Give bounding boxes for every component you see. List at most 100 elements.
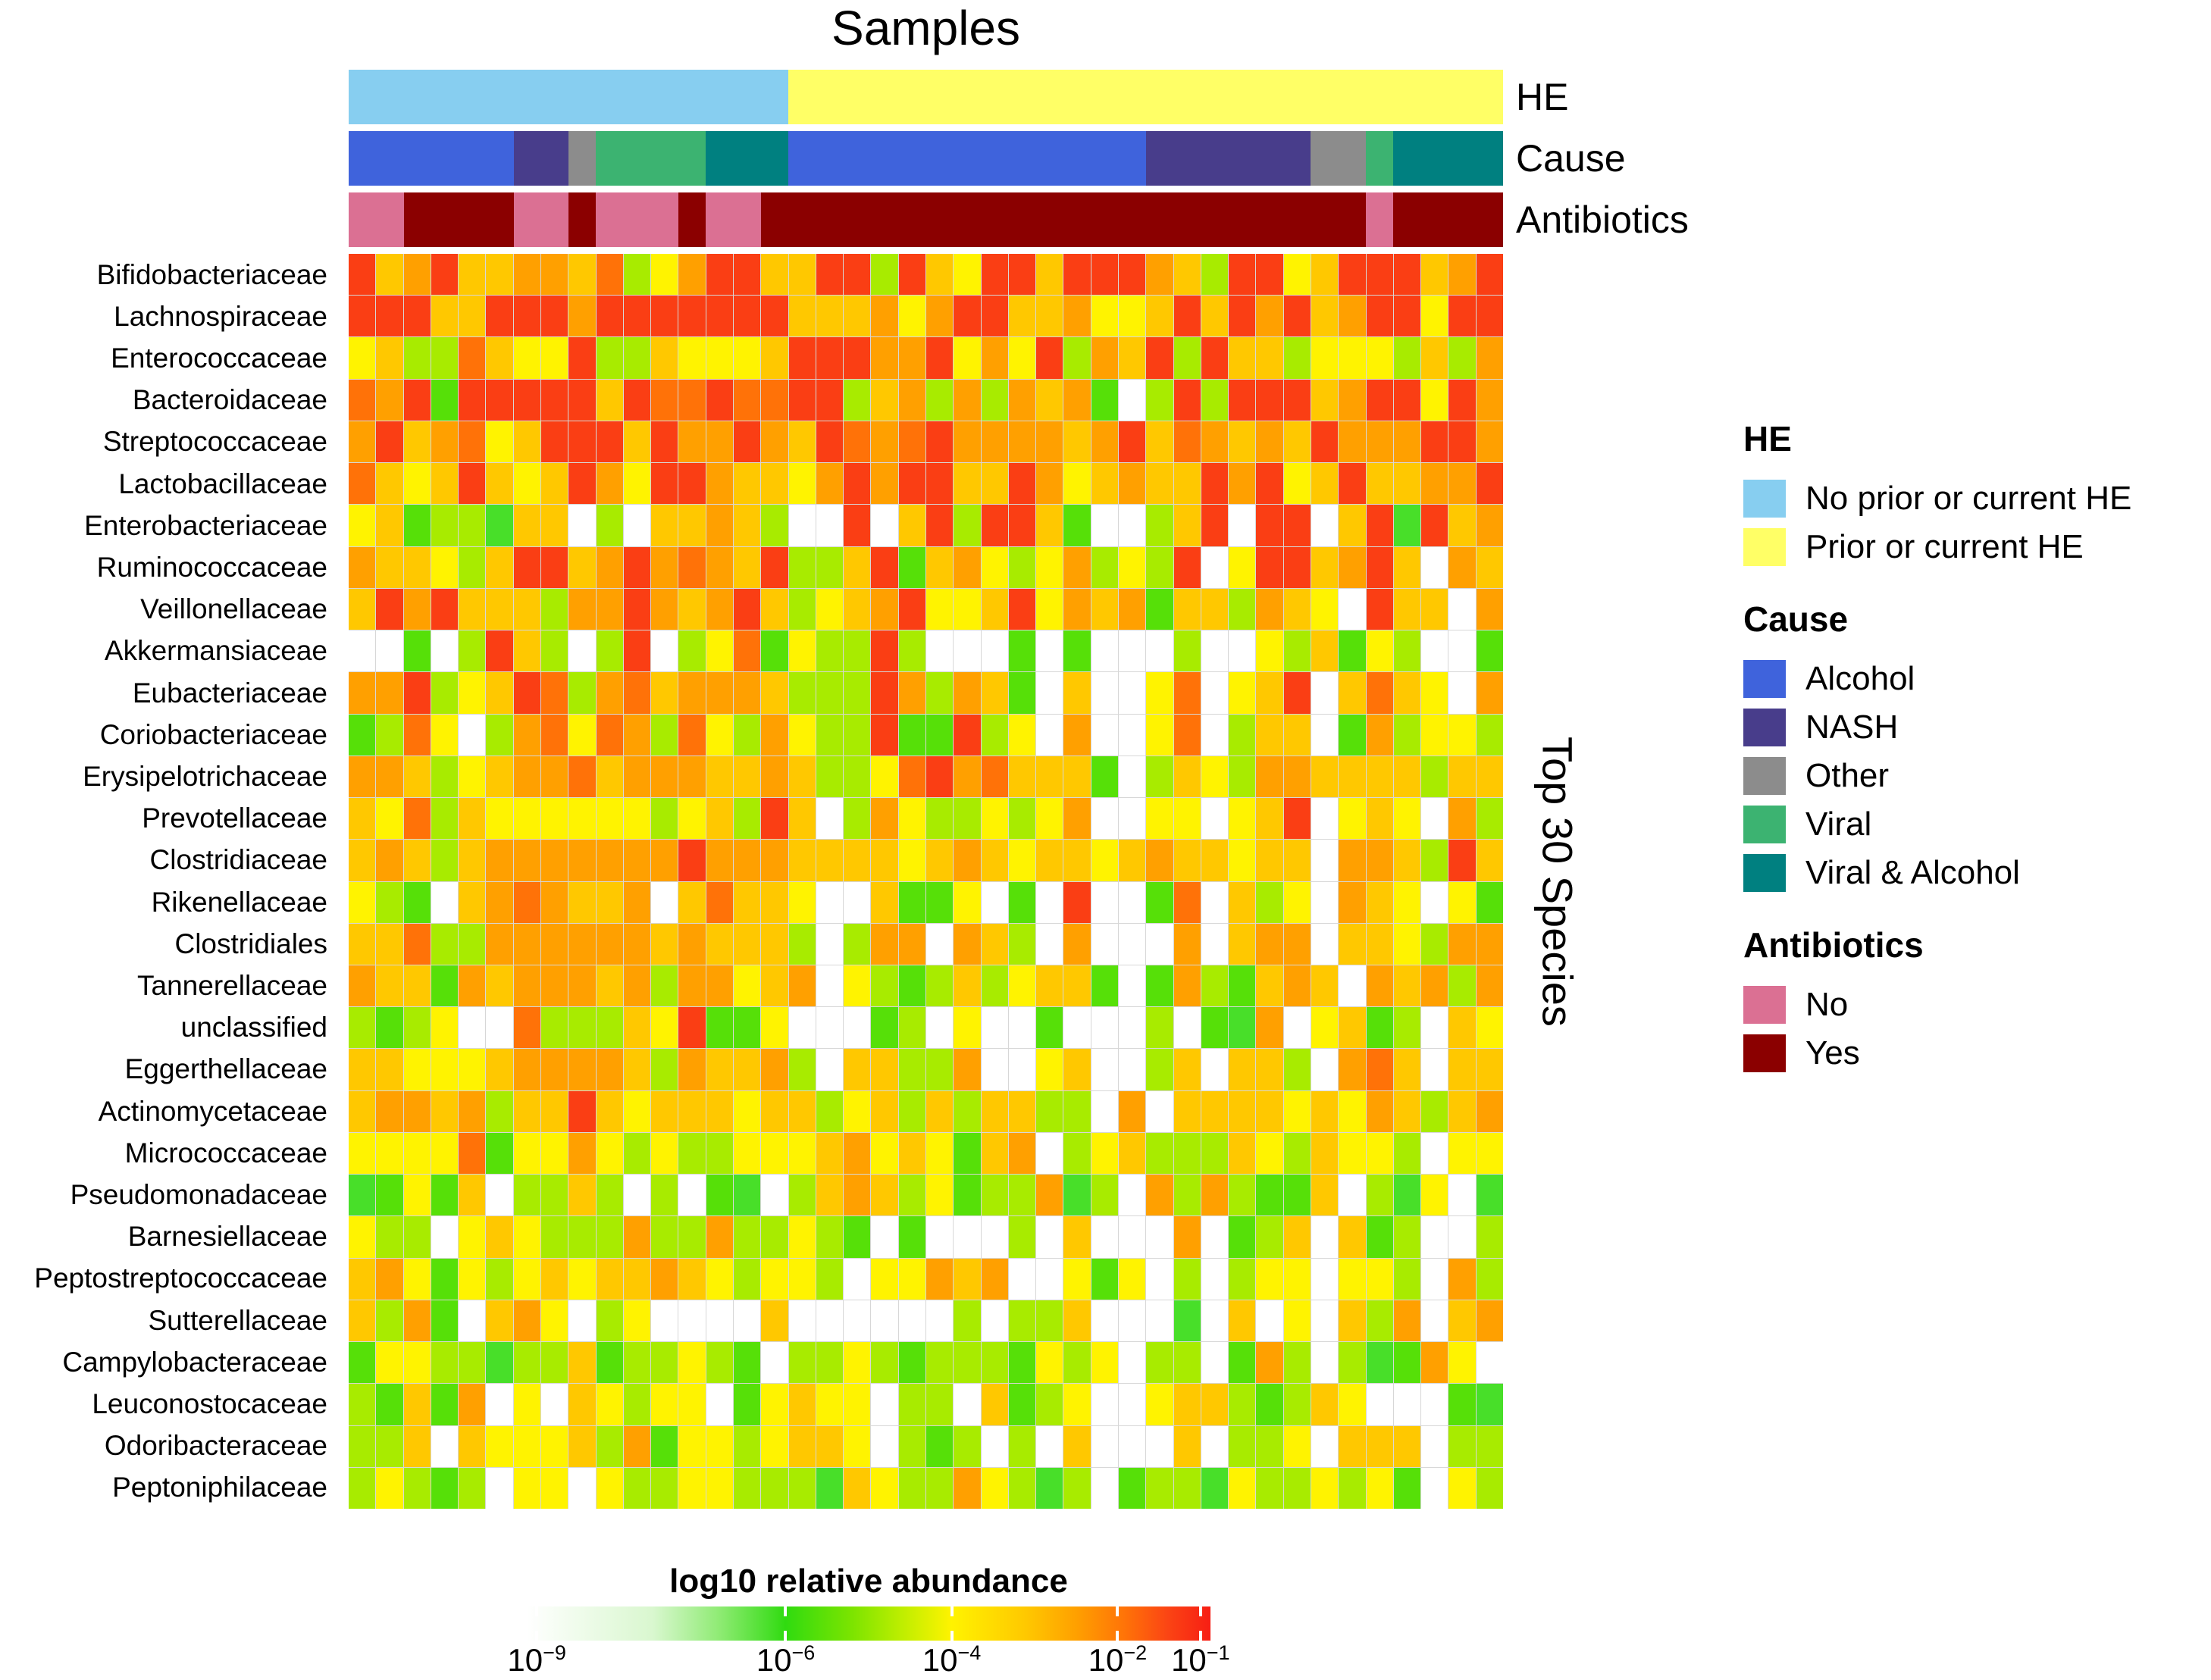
heatmap-cell (678, 546, 706, 588)
heatmap-cell (1283, 1342, 1311, 1384)
heatmap-cell (596, 714, 623, 756)
heatmap-cell (1036, 1049, 1063, 1090)
heatmap-cell (761, 965, 788, 1007)
heatmap-cell (844, 1049, 871, 1090)
heatmap-cell (623, 756, 651, 798)
heatmap-cell (486, 379, 513, 421)
annotation-segment-abx_no (513, 192, 569, 247)
legend-item-label: NASH (1805, 709, 1899, 746)
heatmap-cell (678, 756, 706, 798)
heatmap-cell (486, 1175, 513, 1216)
row-labels: Bifidobacteriaceae Lachnospiraceae Enteroc… (0, 254, 338, 1509)
heatmap-cell (1339, 1175, 1366, 1216)
heatmap-cell (1366, 379, 1393, 421)
heatmap-cell (1256, 588, 1283, 630)
heatmap-cell (733, 1425, 761, 1467)
heatmap-cell (788, 1425, 816, 1467)
heatmap-cell (981, 1007, 1008, 1049)
heatmap-cell (486, 588, 513, 630)
heatmap-cell (678, 798, 706, 840)
heatmap-cell (568, 965, 596, 1007)
heatmap-cell (1036, 1467, 1063, 1509)
heatmap-cell (761, 1300, 788, 1342)
heatmap-cell (1229, 296, 1256, 337)
heatmap-cell (1173, 798, 1201, 840)
heatmap-cell (1366, 798, 1393, 840)
heatmap-cell (1036, 1090, 1063, 1132)
heatmap-cell (1283, 630, 1311, 672)
heatmap-cell (540, 546, 568, 588)
heatmap-cell (1366, 1258, 1393, 1300)
annotation-bar-cause (349, 131, 1503, 186)
heatmap-cell (954, 1132, 981, 1175)
heatmap-cell (1366, 296, 1393, 337)
annotation-segment-nash (1145, 131, 1311, 186)
heatmap-cell (871, 1384, 898, 1425)
heatmap-cell (788, 1216, 816, 1258)
heatmap-cell (761, 756, 788, 798)
heatmap-cell (349, 1384, 376, 1425)
heatmap-cell (871, 714, 898, 756)
heatmap-cell (459, 1216, 486, 1258)
heatmap-cell (403, 1090, 431, 1132)
heatmap-cell (1476, 1090, 1503, 1132)
heatmap-cell (403, 505, 431, 546)
heatmap-cell (1173, 965, 1201, 1007)
heatmap-cell (431, 379, 459, 421)
heatmap-cell (1063, 463, 1091, 505)
heatmap-cell (1063, 923, 1091, 965)
heatmap-cell (376, 463, 403, 505)
plot-title: Samples (831, 1, 1020, 55)
heatmap-cell (651, 840, 678, 881)
heatmap-cell (1476, 1342, 1503, 1384)
heatmap-cell (1366, 1342, 1393, 1384)
heatmap-cell (596, 1300, 623, 1342)
heatmap-cell (844, 714, 871, 756)
heatmap-cell (486, 798, 513, 840)
heatmap-cell (678, 1258, 706, 1300)
heatmap-cell (1063, 756, 1091, 798)
heatmap-cell (733, 1467, 761, 1509)
heatmap-cell (1421, 923, 1448, 965)
heatmap-cell (1311, 505, 1339, 546)
heatmap-cell (403, 756, 431, 798)
heatmap-cell (623, 254, 651, 296)
heatmap-cell (513, 923, 540, 965)
heatmap-cell (403, 672, 431, 714)
heatmap-cell (954, 463, 981, 505)
heatmap-cell (844, 1132, 871, 1175)
heatmap-cell (513, 672, 540, 714)
heatmap-cell (871, 965, 898, 1007)
heatmap-cell (1201, 965, 1229, 1007)
heatmap-cell (1283, 1258, 1311, 1300)
heatmap-cell (513, 881, 540, 923)
heatmap-cell (1201, 923, 1229, 965)
heatmap-cell (623, 1342, 651, 1384)
heatmap-cell (1008, 1175, 1036, 1216)
legend-item: NASH (1743, 703, 2209, 752)
heatmap-cell (596, 379, 623, 421)
heatmap-cell (651, 463, 678, 505)
heatmap-cell (459, 881, 486, 923)
heatmap-cell (761, 337, 788, 379)
heatmap-cell (651, 546, 678, 588)
heatmap-cell (1421, 1258, 1448, 1300)
heatmap-cell (1229, 1384, 1256, 1425)
heatmap-cell (513, 965, 540, 1007)
heatmap-cell (1311, 1007, 1339, 1049)
heatmap-cell (431, 1467, 459, 1509)
heatmap-cell (596, 1216, 623, 1258)
heatmap-cell (1448, 1258, 1476, 1300)
heatmap-cell (788, 463, 816, 505)
heatmap-cell (1063, 1467, 1091, 1509)
heatmap-cell (761, 1216, 788, 1258)
heatmap-cell (1421, 1132, 1448, 1175)
heatmap-cell (513, 1216, 540, 1258)
heatmap-cell (1366, 965, 1393, 1007)
heatmap-cell (431, 1342, 459, 1384)
heatmap-cell (816, 254, 844, 296)
heatmap-cell (1283, 840, 1311, 881)
heatmap-cell (1393, 756, 1421, 798)
heatmap-cell (1173, 1007, 1201, 1049)
heatmap-cell (1421, 672, 1448, 714)
